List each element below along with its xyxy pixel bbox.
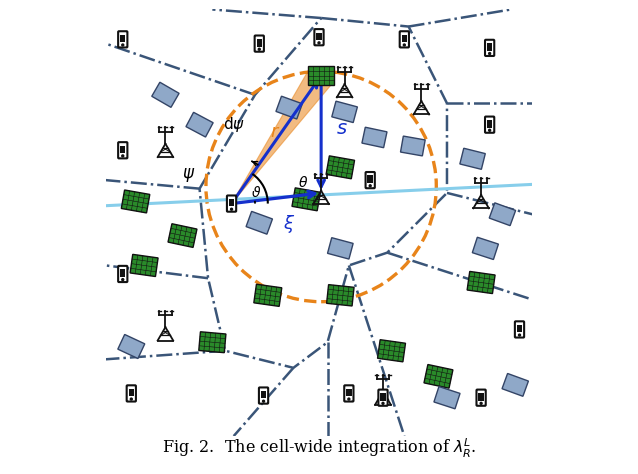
- Bar: [327, 284, 354, 306]
- Circle shape: [489, 129, 491, 131]
- Circle shape: [382, 402, 384, 404]
- Circle shape: [403, 44, 405, 46]
- FancyBboxPatch shape: [485, 117, 494, 133]
- FancyBboxPatch shape: [255, 36, 264, 52]
- FancyBboxPatch shape: [399, 31, 409, 47]
- Bar: [130, 255, 158, 276]
- Text: $s$: $s$: [336, 119, 348, 138]
- FancyBboxPatch shape: [366, 172, 375, 188]
- Bar: [120, 269, 126, 277]
- Bar: [434, 387, 460, 409]
- Bar: [487, 120, 493, 128]
- FancyBboxPatch shape: [515, 321, 524, 337]
- Bar: [401, 35, 407, 42]
- Bar: [502, 374, 528, 396]
- Bar: [129, 389, 134, 396]
- Circle shape: [519, 334, 521, 336]
- Bar: [276, 96, 302, 119]
- FancyBboxPatch shape: [378, 390, 388, 406]
- Bar: [120, 35, 126, 42]
- Bar: [367, 175, 373, 183]
- Bar: [478, 393, 484, 401]
- Circle shape: [348, 398, 350, 400]
- Bar: [346, 389, 352, 396]
- Text: $\psi$: $\psi$: [182, 166, 196, 184]
- FancyBboxPatch shape: [485, 40, 494, 56]
- Bar: [362, 127, 387, 148]
- Bar: [168, 224, 197, 247]
- Bar: [327, 237, 353, 259]
- Bar: [199, 332, 226, 353]
- Bar: [308, 66, 334, 85]
- Bar: [517, 325, 523, 332]
- FancyBboxPatch shape: [345, 385, 353, 401]
- Circle shape: [489, 53, 491, 55]
- Bar: [378, 340, 406, 362]
- Bar: [118, 335, 145, 358]
- Text: $\xi$: $\xi$: [283, 213, 295, 235]
- Bar: [424, 365, 453, 388]
- Circle shape: [318, 42, 320, 44]
- Bar: [229, 199, 234, 207]
- Bar: [246, 211, 272, 234]
- Text: $\theta$: $\theta$: [298, 174, 308, 190]
- Circle shape: [258, 48, 260, 50]
- Bar: [467, 272, 495, 293]
- Circle shape: [122, 44, 124, 46]
- Circle shape: [122, 155, 124, 157]
- Circle shape: [369, 185, 371, 187]
- Bar: [316, 33, 322, 40]
- Circle shape: [480, 402, 482, 404]
- FancyBboxPatch shape: [315, 29, 323, 46]
- Text: Fig. 2.  The cell-wide integration of $\lambda_R^L$.: Fig. 2. The cell-wide integration of $\l…: [161, 437, 477, 460]
- Text: $\vartheta$: $\vartheta$: [251, 185, 261, 200]
- FancyBboxPatch shape: [259, 387, 268, 404]
- Bar: [487, 43, 493, 51]
- Bar: [261, 391, 266, 399]
- Bar: [460, 148, 486, 169]
- Bar: [254, 284, 282, 306]
- FancyBboxPatch shape: [118, 31, 128, 47]
- Bar: [121, 190, 150, 213]
- Circle shape: [230, 208, 232, 210]
- Bar: [326, 156, 355, 179]
- Wedge shape: [232, 68, 332, 204]
- Bar: [332, 101, 357, 123]
- Bar: [256, 39, 262, 46]
- Bar: [380, 393, 386, 401]
- Bar: [186, 112, 213, 137]
- Bar: [292, 188, 320, 211]
- FancyBboxPatch shape: [118, 142, 128, 158]
- Bar: [152, 82, 179, 108]
- FancyBboxPatch shape: [477, 390, 486, 406]
- FancyBboxPatch shape: [118, 266, 128, 282]
- Circle shape: [263, 400, 265, 402]
- Bar: [472, 237, 498, 259]
- Text: $\mathrm{d}\psi$: $\mathrm{d}\psi$: [223, 115, 245, 134]
- FancyBboxPatch shape: [227, 195, 236, 212]
- FancyBboxPatch shape: [127, 385, 136, 401]
- Bar: [120, 146, 126, 153]
- Circle shape: [122, 279, 124, 281]
- Bar: [401, 136, 425, 156]
- Text: $r$: $r$: [270, 123, 281, 141]
- Circle shape: [130, 398, 132, 400]
- Bar: [489, 203, 516, 226]
